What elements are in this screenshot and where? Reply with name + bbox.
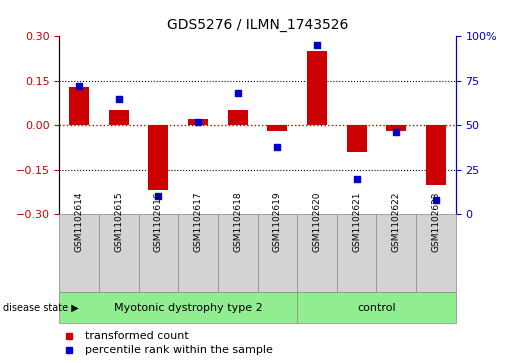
Text: GSM1102616: GSM1102616 [154, 191, 163, 252]
Title: GDS5276 / ILMN_1743526: GDS5276 / ILMN_1743526 [167, 19, 348, 33]
Point [313, 42, 321, 48]
Bar [416, 214, 456, 292]
Bar [297, 292, 456, 323]
Point [194, 119, 202, 125]
Point [154, 193, 162, 199]
Bar [188, 119, 208, 125]
Text: GSM1102614: GSM1102614 [75, 191, 83, 252]
Bar [218, 214, 258, 292]
Text: GSM1102621: GSM1102621 [352, 191, 361, 252]
Bar [109, 110, 129, 125]
Bar [59, 214, 99, 292]
Bar [228, 110, 248, 125]
Point [114, 96, 123, 102]
Text: GSM1102618: GSM1102618 [233, 191, 242, 252]
Bar [297, 214, 337, 292]
Bar [139, 214, 178, 292]
Text: Myotonic dystrophy type 2: Myotonic dystrophy type 2 [114, 303, 263, 313]
Point [392, 130, 401, 135]
Point [75, 83, 83, 89]
Bar [59, 292, 297, 323]
Bar [99, 214, 139, 292]
Text: GSM1102622: GSM1102622 [392, 191, 401, 252]
Point [432, 197, 440, 203]
Bar [258, 214, 297, 292]
Bar [178, 214, 218, 292]
Bar [148, 125, 168, 191]
Text: GSM1102615: GSM1102615 [114, 191, 123, 252]
Bar [426, 125, 446, 184]
Bar [267, 125, 287, 131]
Text: percentile rank within the sample: percentile rank within the sample [85, 345, 273, 355]
Point [352, 176, 360, 182]
Bar [337, 214, 376, 292]
Bar [376, 214, 416, 292]
Bar [386, 125, 406, 131]
Bar [347, 125, 367, 152]
Text: GSM1102617: GSM1102617 [194, 191, 202, 252]
Point [273, 144, 281, 150]
Text: GSM1102623: GSM1102623 [432, 191, 440, 252]
Text: GSM1102619: GSM1102619 [273, 191, 282, 252]
Text: disease state ▶: disease state ▶ [3, 303, 78, 313]
Text: transformed count: transformed count [85, 331, 189, 341]
Bar [307, 51, 327, 125]
Bar [69, 87, 89, 125]
Text: GSM1102620: GSM1102620 [313, 191, 321, 252]
Point [233, 90, 242, 96]
Text: control: control [357, 303, 396, 313]
